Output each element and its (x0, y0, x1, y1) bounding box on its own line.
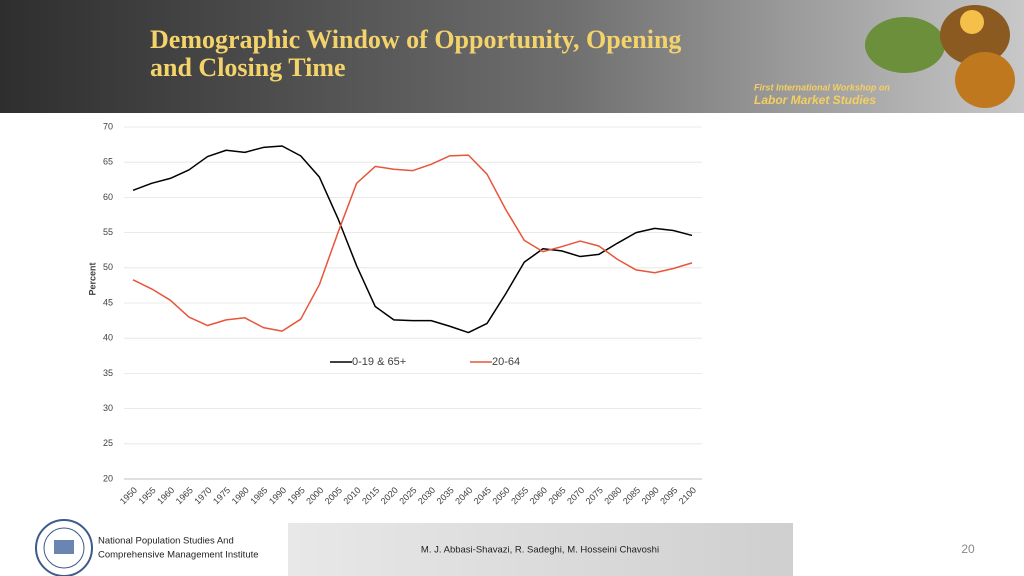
x-tick-label: 2015 (360, 485, 381, 506)
x-tick-label: 1960 (155, 485, 176, 506)
x-tick-label: 1980 (230, 485, 251, 506)
x-tick-label: 2090 (640, 485, 661, 506)
x-tick-label: 1965 (174, 485, 195, 506)
y-tick-label: 20 (103, 473, 113, 483)
x-tick-label: 2050 (491, 485, 512, 506)
x-tick-label: 1955 (136, 485, 157, 506)
header-band (0, 0, 1024, 113)
x-tick-label: 1970 (192, 485, 213, 506)
series-line (132, 154, 693, 332)
plot: 2025303540455055606570195019551960196519… (103, 121, 702, 506)
x-tick-label: 2070 (565, 485, 586, 506)
x-tick-label: 2000 (304, 485, 325, 506)
y-tick-label: 55 (103, 227, 113, 237)
page-number: 20 (961, 542, 975, 556)
x-tick-label: 2025 (397, 485, 418, 506)
legend-label: 0-19 & 65+ (352, 356, 406, 368)
x-tick-label: 1950 (118, 485, 139, 506)
x-tick-label: 2095 (658, 485, 679, 506)
banner-image (865, 5, 1015, 108)
x-tick-label: 2060 (528, 485, 549, 506)
x-tick-label: 2045 (472, 485, 493, 506)
banner-text: First International Workshop on (754, 82, 890, 92)
x-tick-label: 1995 (286, 485, 307, 506)
x-tick-label: 2075 (584, 485, 605, 506)
x-tick-label: 2085 (621, 485, 642, 506)
x-tick-label: 2100 (677, 485, 698, 506)
series-line (132, 145, 693, 334)
slide-title: Demographic Window of Opportunity, Openi… (150, 25, 681, 54)
x-tick-label: 2055 (509, 485, 530, 506)
slide-title: and Closing Time (150, 53, 346, 82)
x-tick-label: 2035 (435, 485, 456, 506)
y-tick-label: 65 (103, 157, 113, 167)
y-tick-label: 70 (103, 121, 113, 131)
legend-label: 20-64 (492, 356, 520, 368)
x-tick-label: 2010 (341, 485, 362, 506)
institute-name: National Population Studies And (98, 536, 234, 547)
y-tick-label: 30 (103, 403, 113, 413)
y-tick-label: 35 (103, 368, 113, 378)
y-axis-label: Percent (87, 262, 97, 295)
y-tick-label: 50 (103, 262, 113, 272)
y-tick-label: 40 (103, 333, 113, 343)
footer-band (288, 523, 793, 576)
y-tick-label: 45 (103, 297, 113, 307)
x-tick-label: 1990 (267, 485, 288, 506)
x-tick-label: 2065 (546, 485, 567, 506)
authors: M. J. Abbasi-Shavazi, R. Sadeghi, M. Hos… (421, 545, 659, 556)
x-tick-label: 2005 (323, 485, 344, 506)
x-tick-label: 2040 (453, 485, 474, 506)
logo (35, 519, 93, 576)
x-tick-label: 2030 (416, 485, 437, 506)
banner-text: Labor Market Studies (754, 93, 876, 107)
x-tick-label: 2080 (602, 485, 623, 506)
institute-name: Comprehensive Management Institute (98, 550, 259, 561)
x-tick-label: 2020 (379, 485, 400, 506)
x-tick-label: 1975 (211, 485, 232, 506)
y-tick-label: 60 (103, 192, 113, 202)
x-tick-label: 1985 (248, 485, 269, 506)
y-tick-label: 25 (103, 438, 113, 448)
